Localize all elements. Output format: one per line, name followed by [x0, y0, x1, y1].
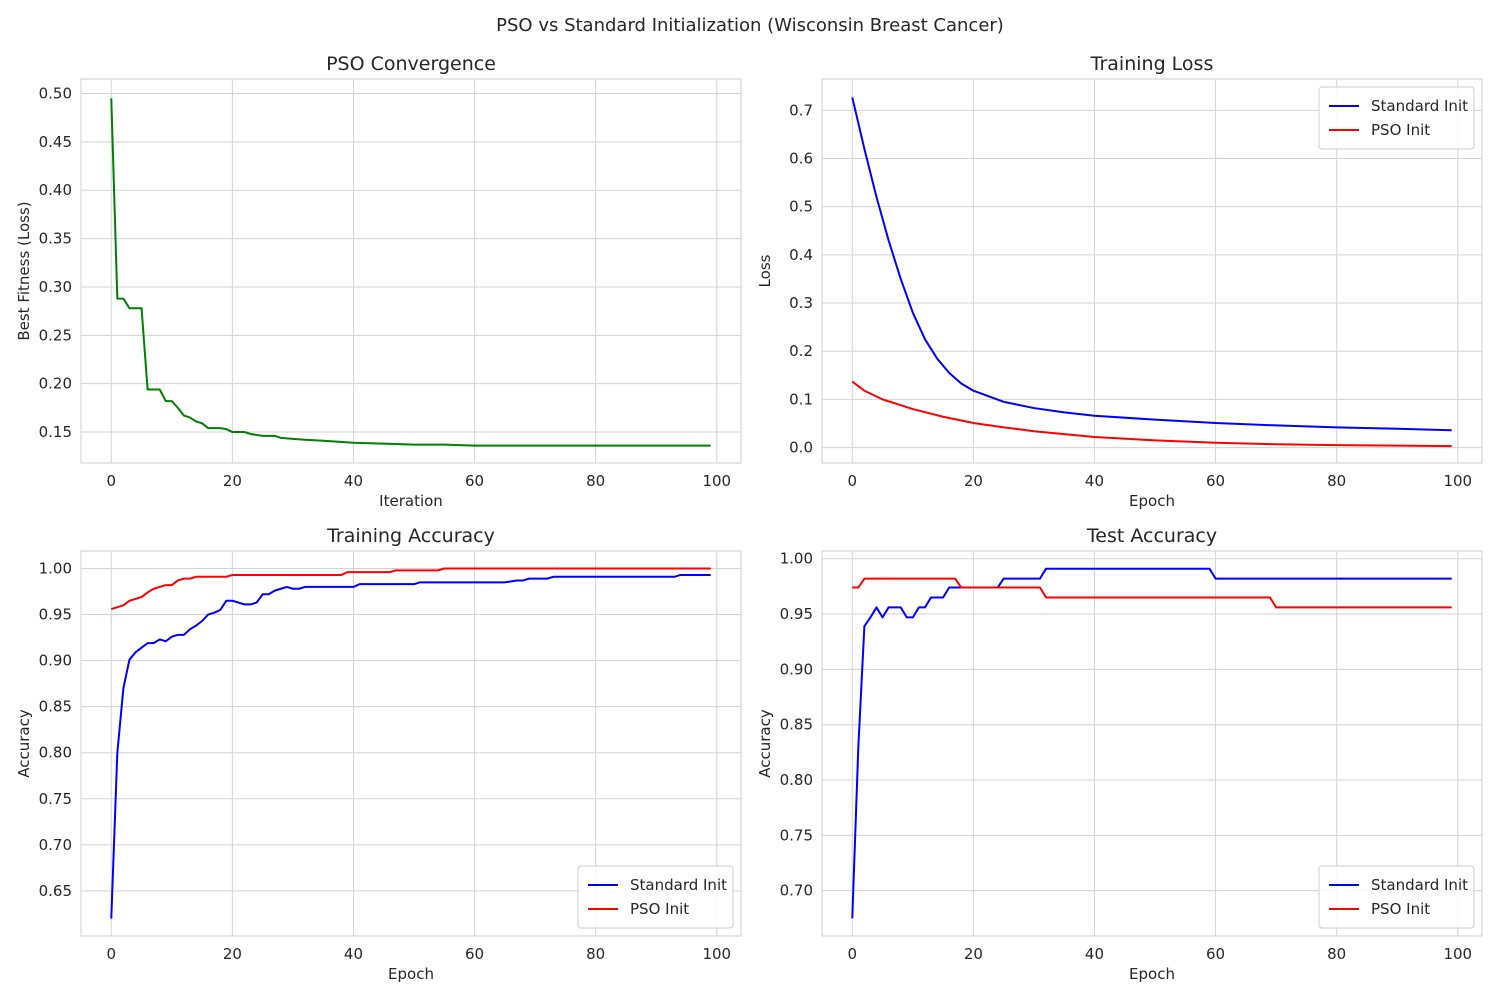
x-axis-label: Epoch: [388, 965, 434, 983]
x-tick-label: 60: [1206, 472, 1225, 490]
legend-label: Standard Init: [630, 876, 727, 894]
chart-title: Test Accuracy: [1086, 525, 1217, 547]
x-tick-label: 100: [1443, 472, 1472, 490]
y-tick-label: 0.7: [789, 101, 813, 119]
x-tick-label: 100: [702, 945, 731, 963]
y-tick-label: 1.00: [39, 560, 72, 578]
y-tick-label: 0.80: [780, 771, 813, 789]
y-tick-label: 1.00: [780, 550, 813, 568]
y-tick-label: 0.30: [39, 278, 72, 296]
y-tick-label: 0.90: [39, 652, 72, 670]
chart-training_loss: 0 20 40 60 80 100 0.0 0.1 0.2 0.3 0.4 0.5 0.6 0.7 Trai…: [756, 53, 1483, 510]
y-tick-label: 0.4: [789, 246, 813, 264]
series-line-pso-init: [852, 577, 1452, 609]
chart-title: Training Accuracy: [326, 525, 495, 547]
y-tick-label: 0.20: [39, 375, 72, 393]
chart-title: PSO Convergence: [326, 53, 496, 75]
x-tick-label: 40: [1085, 945, 1104, 963]
series-line-pso-init: [110, 567, 711, 610]
legend-box: [1318, 86, 1475, 150]
y-tick-label: 0.2: [789, 342, 813, 360]
plot-area: [81, 79, 741, 463]
y-tick-label: 0.15: [39, 423, 72, 441]
x-tick-label: 0: [107, 945, 117, 963]
axes-frame: [80, 78, 742, 464]
x-tick-label: 60: [465, 472, 484, 490]
x-tick-label: 80: [1327, 945, 1346, 963]
axes-frame: [821, 78, 1483, 464]
x-tick-label: 0: [848, 472, 858, 490]
y-tick-label: 0.3: [789, 294, 813, 312]
legend-box: [577, 865, 734, 929]
y-tick-label: 0.6: [789, 149, 813, 167]
y-tick-label: 0.80: [39, 744, 72, 762]
x-axis-label: Epoch: [1129, 965, 1175, 983]
x-tick-label: 0: [107, 472, 117, 490]
y-axis-label: Best Fitness (Loss): [15, 201, 33, 340]
y-tick-label: 0.85: [39, 698, 72, 716]
x-tick-label: 0: [848, 945, 858, 963]
legend-box: [1318, 865, 1475, 929]
y-tick-label: 0.50: [39, 85, 72, 103]
chart-pso_convergence: 0 20 40 60 80 100 0.15 0.20 0.25 0.30 0.35 0.40 0.45…: [15, 53, 742, 510]
series-line-standard-init: [110, 573, 711, 919]
x-tick-label: 20: [964, 945, 983, 963]
y-tick-label: 0.0: [789, 439, 813, 457]
chart-title: Training Loss: [1090, 53, 1214, 75]
figure-title: PSO vs Standard Initialization (Wisconsi…: [496, 15, 1004, 36]
y-tick-label: 0.35: [39, 230, 72, 248]
x-axis-label: Epoch: [1129, 492, 1175, 510]
series-line-fitness: [110, 98, 711, 447]
x-tick-label: 40: [344, 472, 363, 490]
y-tick-label: 0.1: [789, 390, 813, 408]
y-tick-label: 0.85: [780, 716, 813, 734]
series-line-standard-init: [851, 97, 1452, 432]
y-tick-label: 0.70: [780, 882, 813, 900]
legend-label: Standard Init: [1371, 876, 1468, 894]
legend-label: Standard Init: [1371, 97, 1468, 115]
x-tick-label: 60: [1206, 945, 1225, 963]
x-tick-label: 100: [1443, 945, 1472, 963]
y-tick-label: 0.75: [780, 826, 813, 844]
y-tick-label: 0.70: [39, 836, 72, 854]
series-line-pso-init: [851, 380, 1452, 448]
y-axis-label: Accuracy: [15, 709, 33, 778]
y-tick-label: 0.25: [39, 326, 72, 344]
y-tick-label: 0.75: [39, 790, 72, 808]
x-tick-label: 60: [465, 945, 484, 963]
y-tick-label: 0.90: [780, 660, 813, 678]
series-line-standard-init: [851, 567, 1452, 919]
chart-test_accuracy: 0 20 40 60 80 100 0.70 0.75 0.80 0.85 0.90 0.95 1.00…: [756, 525, 1483, 983]
legend: Standard Init PSO Init: [1318, 86, 1475, 150]
y-tick-label: 0.65: [39, 882, 72, 900]
axes-frame: [821, 550, 1483, 937]
axes-frame: [80, 550, 742, 937]
y-tick-label: 0.5: [789, 198, 813, 216]
x-tick-label: 80: [586, 945, 605, 963]
x-tick-label: 40: [344, 945, 363, 963]
y-axis-label: Accuracy: [756, 709, 774, 778]
y-tick-label: 0.40: [39, 181, 72, 199]
x-tick-label: 100: [702, 472, 731, 490]
y-tick-label: 0.95: [780, 605, 813, 623]
x-tick-label: 20: [223, 945, 242, 963]
y-tick-label: 0.45: [39, 133, 72, 151]
y-axis-label: Loss: [756, 254, 774, 287]
x-tick-label: 80: [1327, 472, 1346, 490]
y-tick-label: 0.95: [39, 606, 72, 624]
x-tick-label: 20: [964, 472, 983, 490]
x-tick-label: 80: [586, 472, 605, 490]
chart-training_accuracy: 0 20 40 60 80 100 0.65 0.70 0.75 0.80 0.85 0.90 0.95…: [15, 525, 742, 983]
legend-label: PSO Init: [630, 900, 689, 918]
legend: Standard Init PSO Init: [577, 865, 734, 929]
legend-label: PSO Init: [1371, 900, 1430, 918]
x-tick-label: 20: [223, 472, 242, 490]
legend: Standard Init PSO Init: [1318, 865, 1475, 929]
legend-label: PSO Init: [1371, 121, 1430, 139]
x-axis-label: Iteration: [379, 492, 443, 510]
x-tick-label: 40: [1085, 472, 1104, 490]
